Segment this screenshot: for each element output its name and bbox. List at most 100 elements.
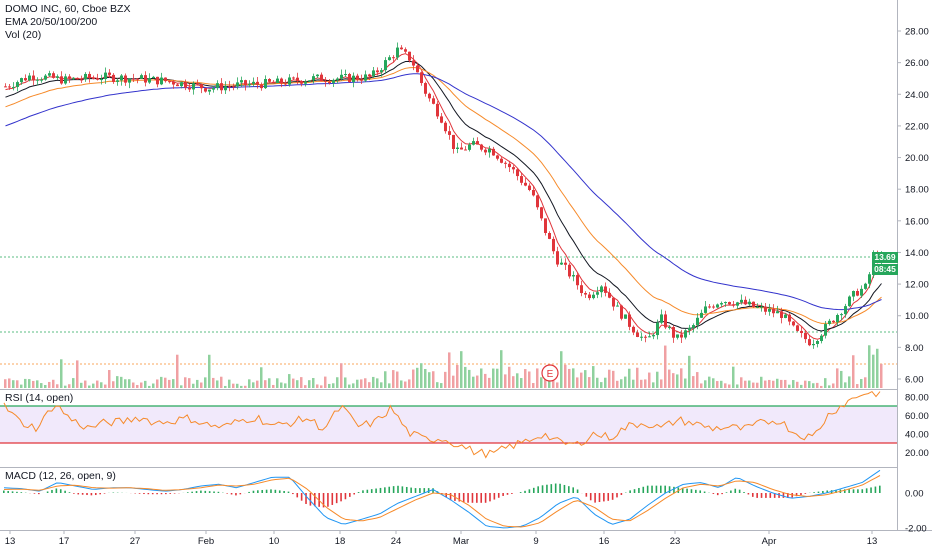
macd-histogram-bar bbox=[90, 493, 93, 496]
candle-body bbox=[588, 294, 591, 299]
price-tick-label: 6.00 bbox=[905, 375, 924, 386]
volume-bar bbox=[32, 380, 35, 388]
volume-bar bbox=[716, 381, 719, 388]
macd-histogram-bar bbox=[191, 491, 193, 493]
volume-bar bbox=[740, 377, 743, 388]
volume-bar bbox=[860, 379, 863, 388]
macd-histogram-bar bbox=[493, 493, 496, 500]
volume-bar bbox=[4, 379, 7, 388]
candle-body bbox=[504, 162, 507, 164]
volume-bar bbox=[648, 372, 651, 388]
date-axis[interactable]: 13 17 27 Feb 10 18 24 Mar 9 16 23 Apr 13 bbox=[5, 530, 878, 547]
macd-histogram-bar bbox=[265, 489, 268, 493]
volume-bar bbox=[68, 384, 71, 388]
macd-histogram-bar bbox=[252, 490, 255, 493]
candle-body bbox=[344, 74, 347, 76]
rsi-axis[interactable]: 80.00 60.00 40.00 20.00 bbox=[905, 392, 929, 459]
volume-bar bbox=[468, 369, 471, 388]
macd-histogram-bar bbox=[208, 491, 211, 493]
candle-body bbox=[516, 169, 519, 177]
candle-body bbox=[704, 306, 707, 313]
candle-body bbox=[76, 77, 79, 80]
candle-body bbox=[20, 78, 23, 83]
macd-histogram-bar bbox=[353, 493, 355, 495]
volume-bar bbox=[380, 382, 383, 388]
volume-bar bbox=[696, 372, 699, 388]
volume-bar bbox=[428, 372, 431, 388]
macd-axis[interactable]: 0.00 -2.00 bbox=[905, 489, 927, 535]
candle-body bbox=[368, 74, 371, 77]
volume-bar bbox=[436, 382, 439, 388]
macd-histogram-bar bbox=[401, 486, 404, 493]
candle-body bbox=[352, 75, 355, 82]
macd-histogram-bar bbox=[629, 490, 631, 493]
chart-title[interactable]: DOMO INC, 60, Cboe BZX bbox=[5, 3, 131, 15]
macd-histogram-bar bbox=[471, 493, 474, 503]
macd-histogram-bar bbox=[340, 493, 342, 502]
volume-bar bbox=[396, 371, 399, 388]
volume-bar bbox=[384, 371, 387, 388]
price-axis[interactable]: 28.00 26.00 24.00 22.00 20.00 18.00 16.00 14.00… bbox=[897, 27, 929, 386]
volume-bar bbox=[84, 380, 87, 388]
volume-bar bbox=[676, 374, 679, 388]
candle-body bbox=[404, 49, 407, 52]
macd-histogram-bar bbox=[300, 493, 303, 501]
volume-bar bbox=[852, 355, 855, 388]
earnings-marker[interactable]: E bbox=[541, 364, 559, 382]
volume-bar bbox=[692, 376, 695, 388]
volume-bar bbox=[76, 360, 79, 388]
ema-legend[interactable]: EMA 20/50/100/200 bbox=[5, 16, 98, 28]
macd-histogram-bar bbox=[344, 493, 347, 500]
macd-histogram-bar bbox=[703, 491, 706, 493]
volume-bar bbox=[824, 378, 827, 388]
macd-histogram-bar bbox=[528, 489, 531, 493]
candle-body bbox=[236, 82, 239, 87]
candle-body bbox=[288, 77, 291, 85]
volume-bar bbox=[120, 376, 123, 388]
candle-body bbox=[168, 81, 171, 83]
macd-histogram-bar bbox=[607, 493, 610, 501]
candle-body bbox=[192, 83, 195, 90]
candle-body bbox=[64, 76, 67, 84]
macd-histogram-bar bbox=[568, 486, 570, 493]
rsi-legend[interactable]: RSI (14, open) bbox=[5, 392, 74, 404]
volume-bar bbox=[700, 383, 703, 388]
candle-body bbox=[472, 141, 475, 145]
volume-bar bbox=[568, 368, 571, 388]
volume-bar bbox=[100, 382, 103, 388]
volume-bar bbox=[300, 377, 303, 388]
volume-bar bbox=[140, 382, 143, 388]
candle-body bbox=[120, 75, 123, 81]
rsi-tick-label: 40.00 bbox=[905, 429, 929, 440]
candle-body bbox=[524, 182, 527, 186]
candle-body bbox=[664, 314, 667, 328]
macd-legend[interactable]: MACD (12, 26, open, 9) bbox=[5, 470, 116, 482]
volume-bar bbox=[52, 379, 55, 388]
candle-body bbox=[620, 305, 623, 319]
volume-bar bbox=[80, 382, 83, 388]
volume-bar bbox=[632, 379, 635, 388]
candle-body bbox=[848, 296, 851, 307]
macd-histogram-bar bbox=[826, 490, 829, 493]
candle-body bbox=[244, 80, 247, 86]
macd-histogram-bar bbox=[38, 493, 40, 495]
candle-body bbox=[512, 167, 515, 170]
candle-body bbox=[532, 190, 535, 196]
candle-body bbox=[136, 78, 139, 80]
macd-histogram-bar bbox=[213, 491, 215, 493]
candle-body bbox=[324, 81, 327, 83]
price-tick-label: 16.00 bbox=[905, 216, 929, 227]
candle-body bbox=[24, 78, 27, 81]
volume-bar bbox=[64, 385, 67, 388]
volume-bar bbox=[344, 377, 347, 388]
macd-histogram-bar bbox=[804, 493, 807, 494]
candle-body bbox=[308, 80, 311, 82]
macd-histogram-bar bbox=[349, 493, 351, 497]
candle-body bbox=[140, 75, 143, 79]
volume-bar bbox=[516, 373, 519, 388]
volume-legend[interactable]: Vol (20) bbox=[5, 29, 42, 41]
macd-histogram-bar bbox=[143, 493, 145, 495]
volume-bar bbox=[144, 380, 147, 388]
candle-body bbox=[592, 294, 595, 299]
volume-bar bbox=[800, 384, 803, 388]
